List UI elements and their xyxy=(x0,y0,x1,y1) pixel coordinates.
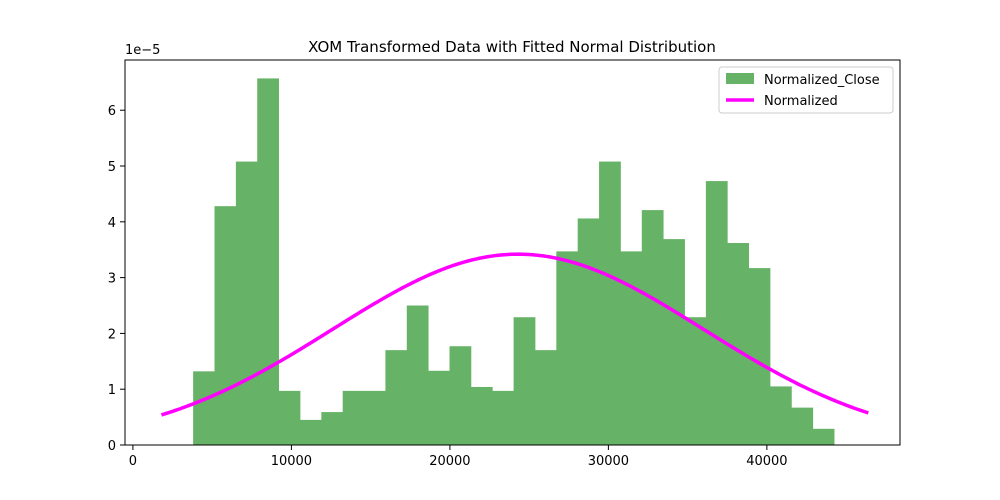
legend-label-histogram: Normalized_Close xyxy=(764,73,880,88)
histogram-bar xyxy=(641,210,664,445)
histogram-bars xyxy=(193,78,835,446)
legend-label-curve: Normalized xyxy=(764,94,838,109)
fitted-curve-layer xyxy=(160,252,869,417)
histogram-bar xyxy=(235,161,258,445)
x-tick-label: 40000 xyxy=(746,454,787,469)
histogram-bar xyxy=(748,268,771,445)
y-tick-label: 2 xyxy=(108,327,116,342)
histogram-bar xyxy=(791,407,814,445)
y-axis-offset-label: 1e−5 xyxy=(125,43,160,58)
histogram-bar xyxy=(620,251,643,445)
y-tick-label: 0 xyxy=(108,439,116,454)
x-tick-label: 20000 xyxy=(429,454,470,469)
histogram-bar xyxy=(385,350,408,445)
x-tick-label: 10000 xyxy=(271,454,312,469)
histogram-bar xyxy=(470,386,493,445)
histogram-bar xyxy=(278,390,301,445)
histogram-bar xyxy=(428,370,450,445)
histogram-bar xyxy=(257,78,280,446)
histogram-bar xyxy=(364,390,386,445)
chart-title: XOM Transformed Data with Fitted Normal … xyxy=(308,38,716,56)
x-axis-ticks: 0 10000 20000 30000 40000 xyxy=(129,445,788,469)
x-tick-label: 0 xyxy=(129,454,137,469)
histogram-bar xyxy=(342,390,365,445)
histogram-bar xyxy=(684,317,707,445)
y-tick-label: 5 xyxy=(108,160,116,175)
histogram-bar xyxy=(577,218,600,445)
histogram-bar xyxy=(769,386,792,445)
histogram-bar xyxy=(321,412,344,445)
histogram-bar xyxy=(492,390,515,445)
histogram-bar xyxy=(812,428,835,445)
histogram-bar xyxy=(193,371,215,445)
histogram-bar xyxy=(406,305,429,445)
y-tick-label: 3 xyxy=(108,272,116,287)
histogram-bar xyxy=(705,181,728,445)
histogram-bar xyxy=(299,419,322,445)
histogram-bar xyxy=(534,350,557,445)
y-tick-label: 1 xyxy=(108,383,116,398)
y-tick-label: 6 xyxy=(108,104,116,119)
legend: Normalized_Close Normalized xyxy=(718,66,894,114)
histogram-bar xyxy=(513,317,536,445)
histogram-bar xyxy=(663,239,685,445)
histogram-bar xyxy=(727,243,750,445)
plot-frame xyxy=(124,59,901,446)
y-tick-label: 4 xyxy=(108,216,116,231)
histogram-bar xyxy=(214,206,237,445)
histogram-bar xyxy=(449,346,472,445)
legend-box xyxy=(718,66,894,114)
fitted-normal-curve xyxy=(160,252,869,417)
x-tick-label: 30000 xyxy=(588,454,629,469)
legend-swatch-histogram xyxy=(726,73,754,84)
y-axis-ticks: 0 1 2 3 4 5 6 xyxy=(108,104,125,454)
histogram-bar xyxy=(599,161,621,445)
histogram-bar xyxy=(556,251,579,445)
